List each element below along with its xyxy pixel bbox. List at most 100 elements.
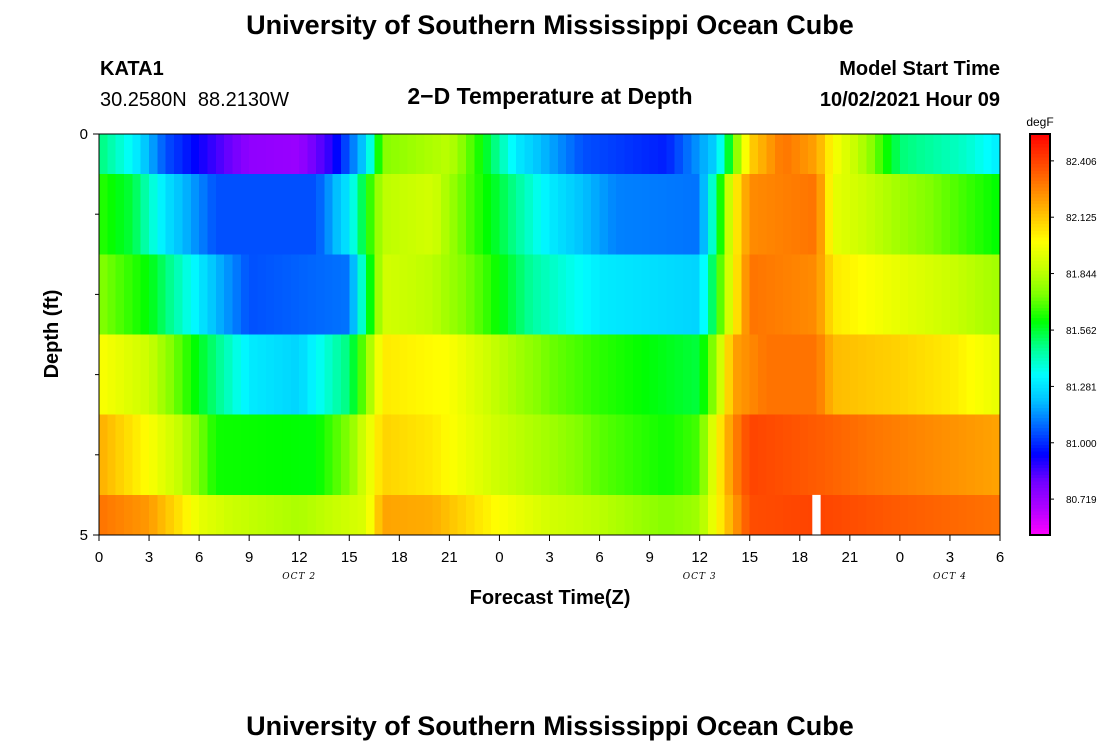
heatmap-cell — [632, 254, 642, 335]
heatmap-cell — [991, 254, 1001, 335]
heatmap-cell — [424, 254, 434, 335]
heatmap-cell — [307, 174, 317, 255]
heatmap-cell — [541, 254, 551, 335]
heatmap-cell — [357, 494, 367, 535]
heatmap-cell — [332, 134, 342, 175]
heatmap-cell — [491, 174, 501, 255]
heatmap-cell — [474, 174, 484, 255]
colorbar-swatch — [1030, 421, 1050, 426]
heatmap-cell — [916, 254, 926, 335]
heatmap-cell — [991, 134, 1001, 175]
heatmap-cell — [407, 174, 417, 255]
heatmap-cell — [257, 134, 267, 175]
heatmap-cell — [115, 134, 125, 175]
heatmap-cell — [466, 174, 476, 255]
heatmap-cell — [157, 414, 167, 495]
heatmap-cell — [340, 174, 350, 255]
heatmap-cell — [924, 254, 934, 335]
heatmap-cell — [941, 174, 951, 255]
heatmap-cell — [290, 254, 300, 335]
heatmap-cell — [124, 254, 133, 335]
colorbar-swatch — [1030, 438, 1050, 442]
heatmap-cell — [482, 334, 492, 415]
heatmap-cell — [674, 334, 684, 415]
heatmap-cell — [249, 414, 259, 495]
heatmap-cell — [883, 334, 893, 415]
heatmap-cell — [941, 414, 951, 495]
heatmap-cell — [966, 414, 976, 495]
heatmap-cell — [399, 414, 409, 495]
colorbar-swatch — [1030, 291, 1050, 295]
colorbar-swatch — [1030, 488, 1050, 493]
heatmap-cell — [808, 334, 818, 415]
heatmap-cell — [357, 414, 367, 495]
heatmap-cell — [708, 174, 717, 255]
heatmap-cell — [774, 494, 784, 535]
heatmap-cell — [257, 174, 267, 255]
heatmap-cell — [941, 494, 951, 535]
heatmap-cell — [124, 414, 133, 495]
heatmap-cell — [666, 334, 676, 415]
heatmap-cell — [282, 254, 292, 335]
heatmap-cell — [574, 174, 584, 255]
heatmap-cell — [265, 254, 275, 335]
colorbar-swatch — [1030, 190, 1050, 195]
x-tick-label: 9 — [645, 549, 653, 566]
heatmap-cell — [215, 174, 225, 255]
heatmap-cell — [933, 494, 943, 535]
heatmap-cell — [824, 174, 834, 255]
heatmap-cell — [724, 134, 734, 175]
heatmap-cell — [682, 254, 692, 335]
heatmap-cell — [99, 174, 108, 255]
heatmap-cell — [949, 254, 959, 335]
heatmap-cell — [758, 174, 767, 255]
heatmap-cell — [582, 334, 592, 415]
heatmap-cell — [165, 174, 175, 255]
heatmap-cell — [491, 134, 501, 175]
heatmap-cell — [315, 494, 325, 535]
heatmap-cell — [591, 494, 601, 535]
heatmap-cell — [958, 334, 968, 415]
colorbar-swatch — [1030, 220, 1050, 225]
station-id: KATA1 — [100, 58, 164, 80]
colorbar-swatch — [1030, 334, 1050, 339]
heatmap-cell — [474, 254, 484, 335]
heatmap-cell — [257, 494, 267, 535]
heatmap-cell — [616, 174, 626, 255]
heatmap-cell — [791, 494, 801, 535]
heatmap-cell — [257, 334, 267, 415]
heatmap-cell — [165, 134, 175, 175]
colorbar-swatch — [1030, 461, 1050, 466]
colorbar-swatch — [1030, 281, 1050, 285]
heatmap-cell — [449, 414, 459, 495]
heatmap-cell — [407, 334, 417, 415]
heatmap-cell — [274, 254, 284, 335]
y-axis-label: Depth (ft) — [41, 290, 63, 379]
colorbar-swatch — [1030, 444, 1050, 449]
heatmap-cell — [841, 494, 851, 535]
heatmap-cell — [282, 494, 292, 535]
colorbar-swatch — [1030, 331, 1050, 335]
heatmap-cell — [390, 174, 400, 255]
heatmap-cell — [816, 174, 826, 255]
heatmap-cell — [657, 414, 667, 495]
heatmap-cell — [966, 174, 976, 255]
heatmap-cell — [733, 414, 742, 495]
heatmap-cell — [974, 174, 984, 255]
heatmap-cell — [424, 134, 434, 175]
heatmap-cell — [491, 334, 501, 415]
colorbar-tick-label: 81.281 — [1066, 382, 1097, 393]
heatmap-cell — [299, 174, 309, 255]
heatmap-cell — [390, 134, 400, 175]
heatmap-cell — [574, 134, 584, 175]
heatmap-cell — [174, 494, 184, 535]
colorbar-swatch — [1030, 294, 1050, 299]
heatmap-cell — [574, 254, 584, 335]
heatmap-cell — [374, 254, 384, 335]
heatmap-cell — [449, 494, 459, 535]
colorbar-swatch — [1030, 234, 1050, 239]
colorbar-tick-label: 82.406 — [1066, 157, 1097, 168]
colorbar-swatch — [1030, 271, 1050, 275]
heatmap-cell — [215, 134, 225, 175]
colorbar-swatch — [1030, 257, 1050, 262]
